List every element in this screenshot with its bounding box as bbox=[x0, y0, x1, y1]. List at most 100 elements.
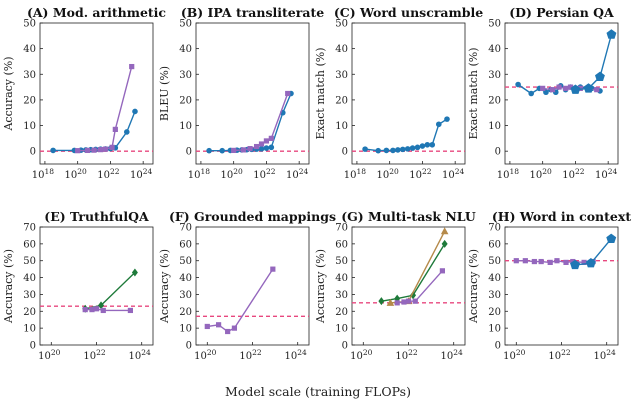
plot-frame bbox=[351, 22, 466, 165]
y-tick-label: 20 bbox=[335, 307, 348, 318]
y-tick-label: 60 bbox=[179, 239, 192, 250]
series-line bbox=[53, 111, 136, 152]
data-point bbox=[390, 147, 396, 154]
data-point bbox=[549, 87, 556, 93]
y-axis-label: Accuracy (%) bbox=[2, 56, 15, 131]
data-point bbox=[414, 144, 421, 151]
y-tick-label: 20 bbox=[488, 307, 501, 318]
panel-title: (F) Grounded mappings bbox=[169, 209, 336, 224]
y-axis-label: Accuracy (%) bbox=[314, 249, 327, 324]
data-point bbox=[395, 147, 401, 153]
y-tick-label: 0 bbox=[30, 341, 36, 352]
data-point bbox=[50, 147, 56, 154]
data-point bbox=[84, 147, 91, 154]
x-tick-exponent: 20 bbox=[51, 348, 61, 357]
series-line bbox=[77, 66, 133, 152]
data-point bbox=[440, 227, 449, 235]
x-tick-label: 1018 bbox=[497, 167, 520, 181]
data-point bbox=[102, 146, 109, 152]
plot-frame bbox=[39, 226, 154, 346]
series-line bbox=[209, 93, 292, 152]
x-tick-label: 1020 bbox=[38, 348, 61, 362]
x-tick-exponent: 20 bbox=[516, 348, 526, 357]
data-point bbox=[362, 146, 368, 152]
data-point bbox=[570, 84, 581, 94]
y-tick-label: 0 bbox=[342, 341, 348, 352]
x-tick-label: 1020 bbox=[530, 167, 553, 181]
series-line bbox=[575, 34, 613, 91]
x-tick-label: 1022 bbox=[409, 167, 432, 181]
y-tick-label: 10 bbox=[335, 324, 348, 335]
y-tick-label: 50 bbox=[488, 19, 501, 30]
data-point bbox=[513, 258, 519, 264]
x-tick-label: 1022 bbox=[239, 348, 262, 362]
y-tick-label: 30 bbox=[23, 290, 36, 301]
y-tick-label: 10 bbox=[23, 121, 36, 132]
x-tick-label: 1024 bbox=[441, 348, 464, 362]
panel-title: (H) Word in context bbox=[492, 209, 631, 224]
data-point bbox=[429, 141, 436, 148]
x-tick-exponent: 20 bbox=[363, 348, 373, 357]
y-tick-label: 50 bbox=[488, 256, 501, 267]
x-tick-label: 1024 bbox=[595, 167, 618, 181]
data-point bbox=[441, 239, 448, 248]
x-tick-exponent: 22 bbox=[422, 167, 432, 176]
data-point bbox=[577, 85, 583, 91]
data-point bbox=[219, 147, 226, 154]
x-tick-label: 1022 bbox=[83, 348, 106, 362]
x-tick-exponent: 20 bbox=[542, 167, 552, 176]
figure-xlabel: Model scale (training FLOPs) bbox=[225, 384, 411, 399]
data-point bbox=[91, 147, 97, 153]
x-tick-exponent: 24 bbox=[297, 348, 307, 357]
y-tick-label: 0 bbox=[186, 147, 192, 158]
data-point bbox=[386, 298, 395, 306]
x-tick-exponent: 24 bbox=[453, 348, 463, 357]
x-tick-label: 1020 bbox=[350, 348, 373, 362]
y-tick-label: 30 bbox=[179, 70, 192, 81]
y-tick-label: 50 bbox=[335, 19, 348, 30]
plot-frame bbox=[351, 226, 466, 346]
data-point bbox=[409, 145, 416, 151]
data-point bbox=[97, 147, 104, 153]
data-point bbox=[93, 306, 100, 312]
y-axis-label: Accuracy (%) bbox=[158, 249, 171, 324]
data-point bbox=[606, 29, 617, 39]
y-tick-label: 30 bbox=[179, 290, 192, 301]
series-line bbox=[390, 230, 446, 304]
y-tick-label: 50 bbox=[335, 256, 348, 267]
data-point bbox=[556, 84, 562, 90]
x-tick-label: 1018 bbox=[344, 167, 367, 181]
series-line bbox=[381, 243, 446, 302]
y-tick-label: 40 bbox=[488, 44, 501, 55]
y-tick-label: 30 bbox=[335, 290, 348, 301]
data-point bbox=[263, 145, 270, 151]
data-point bbox=[231, 325, 238, 331]
data-point bbox=[595, 71, 605, 81]
x-tick-exponent: 22 bbox=[266, 167, 276, 176]
x-tick-exponent: 22 bbox=[110, 167, 120, 176]
x-tick-exponent: 24 bbox=[606, 348, 616, 357]
y-tick-label: 30 bbox=[488, 290, 501, 301]
data-point bbox=[528, 90, 535, 97]
x-tick-label: 1022 bbox=[97, 167, 120, 181]
y-tick-label: 70 bbox=[23, 223, 36, 234]
x-tick-exponent: 22 bbox=[96, 348, 106, 357]
x-tick-exponent: 24 bbox=[143, 167, 153, 176]
data-point bbox=[435, 121, 442, 128]
x-tick-label: 1022 bbox=[562, 167, 585, 181]
data-point bbox=[132, 108, 138, 115]
data-point bbox=[531, 258, 537, 265]
data-point bbox=[253, 143, 260, 150]
plot-frame bbox=[195, 22, 310, 165]
y-tick-label: 10 bbox=[23, 324, 36, 335]
x-tick-exponent: 18 bbox=[510, 167, 520, 176]
data-point bbox=[439, 268, 445, 274]
data-point bbox=[563, 259, 569, 265]
x-tick-exponent: 22 bbox=[561, 348, 571, 357]
data-point bbox=[258, 141, 265, 147]
